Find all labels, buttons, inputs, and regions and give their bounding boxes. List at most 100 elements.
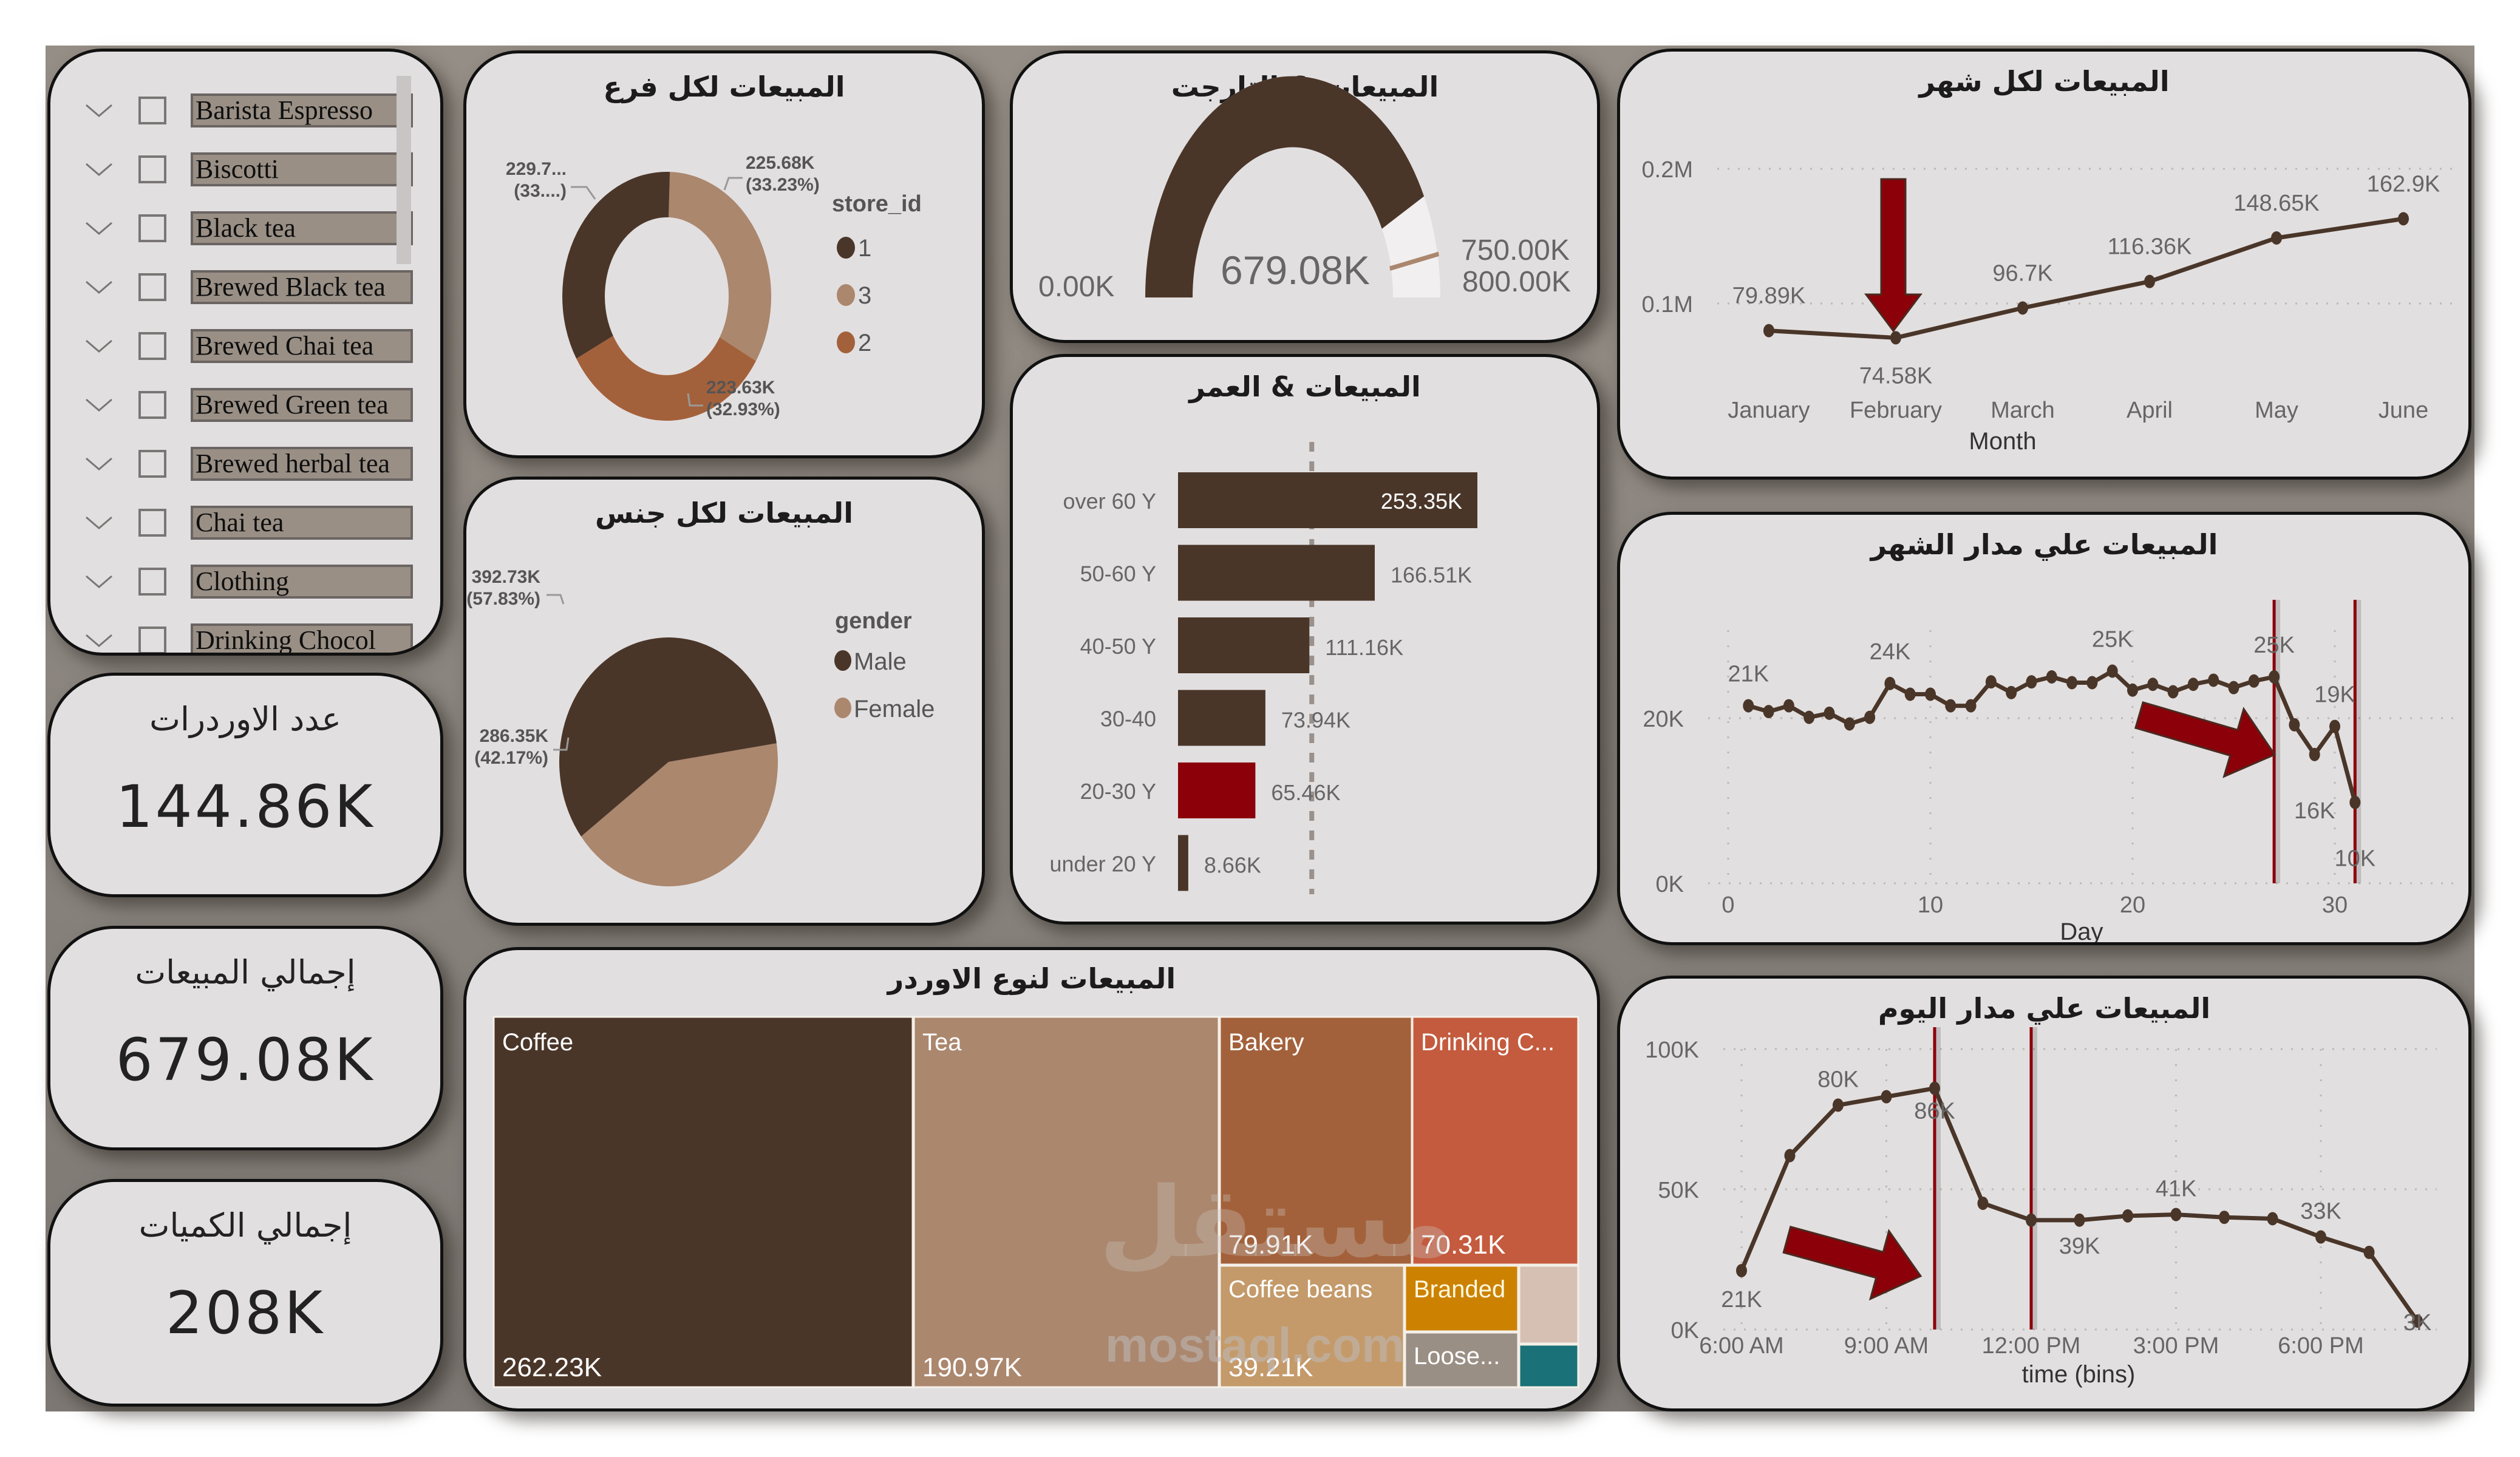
slicer-item[interactable]: Brewed Green tea bbox=[84, 375, 413, 434]
chevron-down-icon[interactable] bbox=[84, 101, 114, 120]
data-point[interactable] bbox=[2086, 676, 2098, 690]
pie-slice-female[interactable] bbox=[581, 743, 778, 886]
data-point[interactable] bbox=[1884, 676, 1896, 690]
order-type-treemap[interactable]: Coffee 262.23K Tea 190.97K Bakery 79.91K Drink… bbox=[466, 950, 1600, 1411]
treemap-tile[interactable] bbox=[1404, 1331, 1519, 1388]
checkbox[interactable] bbox=[138, 155, 166, 183]
checkbox[interactable] bbox=[138, 273, 166, 301]
data-point[interactable] bbox=[2208, 673, 2219, 687]
data-point[interactable] bbox=[2074, 1213, 2085, 1227]
data-point[interactable] bbox=[2017, 301, 2028, 315]
treemap-tile[interactable] bbox=[913, 1016, 1220, 1388]
slicer-scrollbar[interactable] bbox=[397, 76, 411, 264]
data-point[interactable] bbox=[2363, 1245, 2375, 1259]
checkbox[interactable] bbox=[138, 626, 166, 653]
data-point[interactable] bbox=[2167, 685, 2179, 699]
data-point[interactable] bbox=[2170, 1207, 2182, 1221]
chevron-down-icon[interactable] bbox=[84, 396, 114, 414]
data-point[interactable] bbox=[1824, 706, 1835, 720]
data-point[interactable] bbox=[2349, 795, 2361, 809]
gender-pie-chart[interactable]: 392.73K(57.83%) 286.35K(42.17%) gender Male… bbox=[466, 480, 985, 926]
checkbox[interactable] bbox=[138, 96, 166, 124]
data-point[interactable] bbox=[2122, 1209, 2133, 1223]
treemap-tile[interactable] bbox=[1219, 1265, 1405, 1388]
data-point[interactable] bbox=[2398, 212, 2409, 226]
age-bar-chart[interactable]: over 60 Y 253.35K 50-60 Y 166.51K 40-50 Y 111… bbox=[1013, 357, 1600, 925]
data-point[interactable] bbox=[1743, 699, 1754, 713]
treemap-tile[interactable] bbox=[1518, 1343, 1579, 1388]
checkbox[interactable] bbox=[138, 449, 166, 478]
slicer-item[interactable]: Barista Espresso bbox=[84, 81, 413, 140]
data-point[interactable] bbox=[1803, 710, 1815, 724]
data-point[interactable] bbox=[2147, 678, 2159, 691]
store-donut-chart[interactable]: 229.7...(33....) 225.68K(33.23%) 223.63K(3… bbox=[466, 53, 985, 458]
daily-line-chart[interactable]: 0K 20K 21K 24K 25K 25K 16K 19K 10K 0 10 20 30 Day bbox=[1620, 515, 2471, 945]
data-point[interactable] bbox=[1784, 1149, 1796, 1163]
age-bar[interactable] bbox=[1178, 617, 1310, 673]
chevron-down-icon[interactable] bbox=[84, 514, 114, 532]
data-point[interactable] bbox=[1833, 1098, 1844, 1112]
data-point[interactable] bbox=[1763, 324, 1774, 338]
checkbox[interactable] bbox=[138, 331, 166, 360]
treemap-tile[interactable] bbox=[1518, 1265, 1579, 1345]
treemap-tile[interactable] bbox=[1219, 1016, 1413, 1266]
treemap-tile[interactable] bbox=[1411, 1016, 1579, 1266]
data-point[interactable] bbox=[1783, 699, 1794, 713]
data-point[interactable] bbox=[1945, 699, 1956, 713]
slicer-item[interactable]: Chai tea bbox=[84, 493, 413, 552]
chevron-down-icon[interactable] bbox=[84, 160, 114, 178]
data-point[interactable] bbox=[1985, 675, 1997, 689]
chevron-down-icon[interactable] bbox=[84, 219, 114, 237]
data-point[interactable] bbox=[2026, 675, 2037, 689]
data-point[interactable] bbox=[2187, 678, 2199, 691]
data-point[interactable] bbox=[1864, 710, 1876, 724]
data-point[interactable] bbox=[1844, 717, 1855, 731]
data-point[interactable] bbox=[2412, 1314, 2423, 1328]
pie-slice-male[interactable] bbox=[559, 637, 777, 837]
slicer-item[interactable]: Biscotti bbox=[84, 140, 413, 199]
checkbox[interactable] bbox=[138, 567, 166, 596]
data-point[interactable] bbox=[1929, 1081, 1940, 1095]
data-point[interactable] bbox=[2026, 1213, 2037, 1227]
checkbox[interactable] bbox=[138, 214, 166, 242]
treemap-tile[interactable] bbox=[492, 1016, 914, 1388]
donut-slice-store-2[interactable] bbox=[576, 336, 756, 421]
slicer-item[interactable]: Clothing bbox=[84, 552, 413, 611]
data-point[interactable] bbox=[2269, 670, 2280, 684]
chevron-down-icon[interactable] bbox=[84, 572, 114, 591]
data-point[interactable] bbox=[1904, 687, 1916, 701]
slicer-item[interactable]: Black tea bbox=[84, 199, 413, 257]
slicer-item[interactable]: Brewed herbal tea bbox=[84, 434, 413, 493]
slicer-item[interactable]: Brewed Black tea bbox=[84, 257, 413, 316]
data-point[interactable] bbox=[1890, 331, 1901, 345]
data-point[interactable] bbox=[1977, 1197, 1989, 1211]
data-point[interactable] bbox=[2289, 718, 2300, 732]
data-point[interactable] bbox=[2106, 664, 2118, 678]
data-point[interactable] bbox=[2066, 676, 2078, 690]
data-point[interactable] bbox=[1965, 699, 1977, 713]
data-point[interactable] bbox=[2006, 685, 2017, 699]
data-point[interactable] bbox=[2315, 1230, 2326, 1244]
age-bar[interactable] bbox=[1178, 835, 1188, 891]
donut-slice-store-1[interactable] bbox=[562, 172, 670, 359]
data-point[interactable] bbox=[2329, 719, 2340, 733]
data-point[interactable] bbox=[2248, 674, 2259, 688]
age-bar[interactable] bbox=[1178, 545, 1375, 601]
data-point[interactable] bbox=[2309, 747, 2320, 761]
donut-slice-store-3[interactable] bbox=[669, 172, 771, 361]
hourly-line-chart[interactable]: 0K 50K 100K 21K 80K 86K 39K 41K 33K 3K 6:00 AM 9:00… bbox=[1620, 979, 2471, 1411]
data-point[interactable] bbox=[2127, 683, 2138, 697]
data-point[interactable] bbox=[1763, 705, 1774, 719]
checkbox[interactable] bbox=[138, 390, 166, 419]
data-point[interactable] bbox=[2271, 231, 2282, 245]
age-bar[interactable] bbox=[1178, 762, 1256, 818]
chevron-down-icon[interactable] bbox=[84, 337, 114, 355]
monthly-line-chart[interactable]: 0.1M 0.2M 79.89K 74.58K 96.7K 116.36K 148.65K 1… bbox=[1620, 52, 2471, 480]
data-point[interactable] bbox=[2228, 681, 2239, 695]
chevron-down-icon[interactable] bbox=[84, 455, 114, 473]
slicer-item[interactable]: Brewed Chai tea bbox=[84, 316, 413, 375]
data-point[interactable] bbox=[2267, 1212, 2278, 1226]
treemap-tile[interactable] bbox=[1404, 1265, 1519, 1333]
chevron-down-icon[interactable] bbox=[84, 278, 114, 296]
